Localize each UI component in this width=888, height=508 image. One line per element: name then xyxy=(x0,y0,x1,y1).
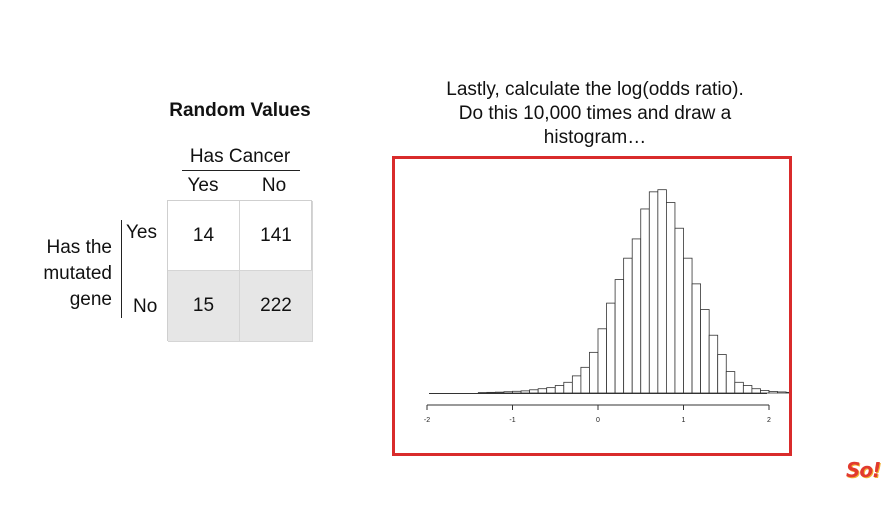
histogram-bar xyxy=(631,238,642,394)
histogram-bar xyxy=(597,328,607,394)
headline-line-2: Do this 10,000 times and draw a xyxy=(458,103,732,124)
histogram-bar xyxy=(546,387,556,394)
histogram-bar xyxy=(683,257,693,394)
histogram-bar xyxy=(614,279,625,394)
histogram-bar xyxy=(589,351,599,394)
histogram-bar xyxy=(691,283,701,394)
cell-no-yes: 15 xyxy=(168,271,240,342)
histogram-bar xyxy=(768,391,778,394)
histogram-bar xyxy=(512,390,522,394)
row-group-label-line-2: mutated xyxy=(43,263,112,284)
x-tick-label: 2 xyxy=(767,417,771,424)
logo: So! xyxy=(846,458,881,482)
table-title: Random Values xyxy=(169,100,311,121)
histogram-bar xyxy=(785,391,789,394)
histogram-bar xyxy=(571,375,582,394)
x-tick-label: -1 xyxy=(509,417,515,424)
column-label-yes: Yes xyxy=(187,175,219,196)
histogram-bar xyxy=(640,208,650,394)
headline-line-3: histogram… xyxy=(543,127,647,148)
histogram-bar xyxy=(554,385,565,394)
histogram-bar xyxy=(648,191,659,394)
column-group-underline xyxy=(182,170,300,171)
row-group-label-line-1: Has the xyxy=(46,237,112,258)
row-label-no: No xyxy=(133,296,158,317)
histogram-bar xyxy=(657,189,667,394)
histogram-bar xyxy=(606,302,616,394)
histogram-bar xyxy=(665,202,676,394)
x-tick-label: -2 xyxy=(424,417,430,424)
histogram-bar xyxy=(486,391,496,394)
cell-yes-yes: 14 xyxy=(168,201,240,271)
histogram-bar xyxy=(700,309,710,394)
histogram-bar xyxy=(717,354,727,394)
histogram-bar xyxy=(751,388,761,394)
histogram-bar xyxy=(580,366,590,394)
x-tick-label: 1 xyxy=(682,417,686,424)
row-group-label: Has the mutated gene xyxy=(22,235,112,313)
histogram-bar xyxy=(777,391,787,394)
column-group-label: Has Cancer xyxy=(189,146,291,167)
slide-headline: Lastly, calculate the log(odds ratio). D… xyxy=(390,78,800,150)
histogram-bar xyxy=(563,381,573,394)
histogram-bar xyxy=(760,390,770,394)
histogram-bar xyxy=(742,385,753,394)
histogram-bar xyxy=(734,381,744,394)
histogram-bar xyxy=(529,389,539,394)
contingency-table: 14 141 15 222 xyxy=(167,200,313,342)
headline-line-1: Lastly, calculate the log(odds ratio). xyxy=(446,79,744,100)
histogram-frame: -2 -1 0 1 2 xyxy=(392,156,792,456)
column-label-no: No xyxy=(261,175,287,196)
histogram-bar xyxy=(674,227,684,394)
row-group-bracket xyxy=(121,220,122,318)
row-label-yes: Yes xyxy=(126,222,157,243)
row-group-label-line-3: gene xyxy=(69,289,112,310)
cell-yes-no: 141 xyxy=(240,201,313,271)
cell-no-no: 222 xyxy=(240,271,313,342)
histogram-bar xyxy=(537,388,548,394)
x-tick-label: 0 xyxy=(596,417,600,424)
histogram-bar xyxy=(708,334,719,394)
histogram-bar xyxy=(520,390,531,394)
histogram-bar xyxy=(623,257,633,394)
histogram-bar xyxy=(495,391,505,394)
histogram-chart: -2 -1 0 1 2 xyxy=(424,189,789,424)
histogram-bar xyxy=(503,391,513,394)
histogram-bar xyxy=(725,371,736,394)
